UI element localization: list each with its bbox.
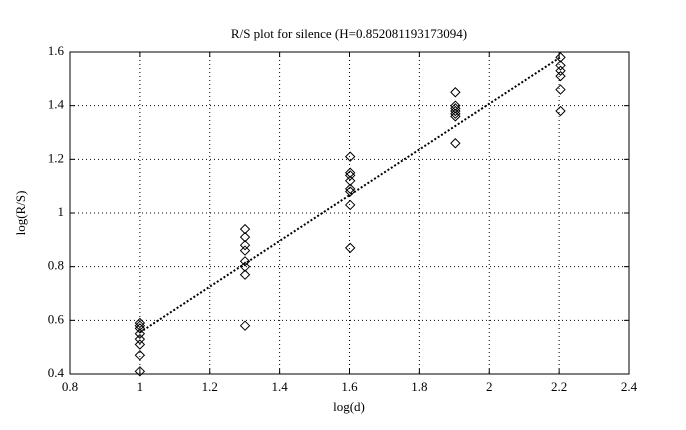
point <box>450 87 461 98</box>
point <box>344 151 356 162</box>
point <box>239 261 251 272</box>
point <box>344 167 356 178</box>
point <box>134 333 146 345</box>
point <box>450 111 461 122</box>
x-tick-label: 2.4 <box>621 379 638 394</box>
point <box>450 105 461 117</box>
point <box>134 350 146 361</box>
plot-frame <box>69 51 630 375</box>
point <box>239 256 251 267</box>
point <box>450 103 461 114</box>
point <box>134 323 146 334</box>
point <box>134 339 146 350</box>
point <box>134 317 146 329</box>
y-axis-label: log(R/S) <box>13 191 28 236</box>
point <box>239 320 251 331</box>
x-tick-label: 1.8 <box>411 379 427 394</box>
x-tick-label: 1.2 <box>202 379 218 394</box>
point <box>555 70 566 82</box>
y-tick-label: 0.8 <box>48 258 64 273</box>
point <box>134 366 146 377</box>
point <box>450 100 461 111</box>
point <box>555 65 566 76</box>
x-tick-label: 2.2 <box>551 379 567 394</box>
x-tick-label: 1.4 <box>272 379 289 394</box>
point <box>134 320 146 331</box>
y-tick-label: 0.4 <box>48 365 65 380</box>
point <box>344 186 356 197</box>
point <box>555 84 566 95</box>
point <box>344 183 356 195</box>
x-axis-label: log(d) <box>333 399 365 414</box>
fit-line <box>139 56 562 334</box>
point <box>344 175 356 187</box>
y-tick-label: 1 <box>58 204 65 219</box>
y-tick-label: 0.6 <box>48 311 65 326</box>
point <box>450 138 461 149</box>
point <box>344 199 356 211</box>
point <box>555 52 566 63</box>
point <box>555 60 566 71</box>
point <box>450 108 461 119</box>
point <box>239 245 251 256</box>
point <box>344 170 356 181</box>
x-tick-label: 0.8 <box>62 379 78 394</box>
x-tick-label: 1 <box>137 379 144 394</box>
point <box>555 105 566 117</box>
y-tick-label: 1.2 <box>48 150 64 165</box>
point <box>344 242 356 254</box>
point <box>239 269 251 280</box>
point <box>239 239 251 251</box>
y-tick-label: 1.4 <box>48 97 65 112</box>
y-tick-label: 1.6 <box>48 43 65 58</box>
x-tick-label: 1.6 <box>341 379 358 394</box>
point <box>239 223 251 235</box>
point <box>134 328 146 339</box>
point <box>239 231 251 243</box>
chart-title: R/S plot for silence (H=0.85208119317309… <box>231 26 467 41</box>
x-tick-label: 2 <box>486 379 493 394</box>
